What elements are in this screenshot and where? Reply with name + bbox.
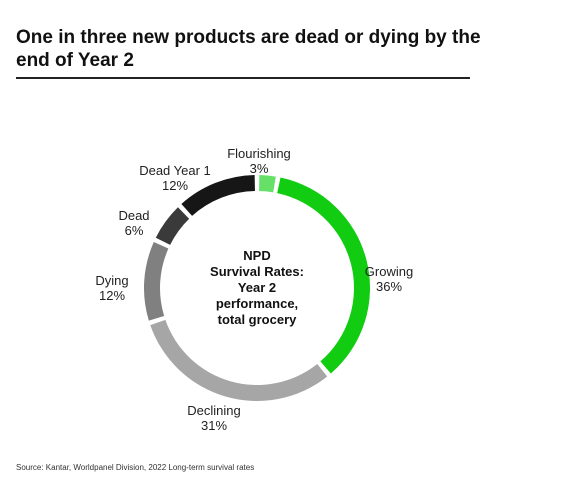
center-label-line: Survival Rates: xyxy=(210,264,304,279)
slice-value-dead: 6% xyxy=(125,223,144,238)
donut-slice-growing xyxy=(277,177,370,374)
slice-label-dead: Dead xyxy=(118,208,149,223)
chart-title: One in three new products are dead or dy… xyxy=(16,27,481,71)
donut-segments xyxy=(144,175,370,402)
center-label-line: performance, xyxy=(216,296,298,311)
donut-slice-dying xyxy=(144,242,169,321)
slice-label-dying: Dying xyxy=(95,273,128,288)
slice-value-growing: 36% xyxy=(376,279,402,294)
center-label-line: NPD xyxy=(243,248,270,263)
slice-label-flourishing: Flourishing xyxy=(227,146,291,161)
slice-label-dead-year-1: Dead Year 1 xyxy=(139,163,211,178)
title-divider xyxy=(16,77,470,79)
slice-value-flourishing: 3% xyxy=(250,161,269,176)
center-label: NPD Survival Rates: Year 2 performance, tota… xyxy=(210,248,304,327)
slice-value-dying: 12% xyxy=(99,288,125,303)
donut-slice-flourishing xyxy=(259,175,276,193)
donut-slice-dead xyxy=(155,207,190,245)
center-label-line: Year 2 xyxy=(238,280,276,295)
slice-label-declining: Declining xyxy=(187,403,240,418)
slice-value-declining: 31% xyxy=(201,418,227,433)
slice-label-growing: Growing xyxy=(365,264,413,279)
center-label-line: total grocery xyxy=(218,312,298,327)
donut-slice-declining xyxy=(150,319,328,402)
donut-slice-dead-year-1 xyxy=(181,175,255,216)
source-note: Source: Kantar, Worldpanel Division, 202… xyxy=(16,463,255,472)
slice-value-dead-year-1: 12% xyxy=(162,178,188,193)
